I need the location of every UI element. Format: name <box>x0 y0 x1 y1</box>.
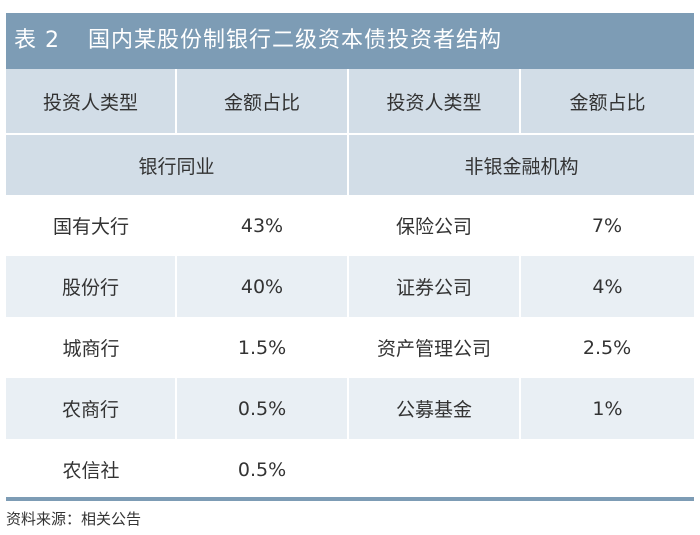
source-note: 资料来源：相关公告 <box>6 510 142 528</box>
left-pct-cell: 0.5% <box>237 458 287 481</box>
header-cell: 金额占比 <box>519 69 694 134</box>
investor-structure-table: 投资人类型 金额占比 投资人类型 金额占比 银行同业 非银金融机构 国有大行 4… <box>6 69 694 500</box>
table-title: 国内某股份制银行二级资本债投资者结构 <box>88 28 503 53</box>
table-header-row: 投资人类型 金额占比 投资人类型 金额占比 <box>6 69 694 134</box>
group-label-bank: 银行同业 <box>6 133 348 195</box>
left-pct-cell: 0.5% <box>175 378 348 439</box>
left-type-cell: 城商行 <box>62 338 120 360</box>
bottom-divider <box>6 497 694 501</box>
table-row: 农信社 0.5% <box>6 439 694 500</box>
right-pct-cell <box>520 439 694 500</box>
right-pct-cell: 4% <box>519 256 694 317</box>
group-label-nonbank: 非银金融机构 <box>347 133 694 195</box>
right-type-cell <box>348 439 520 500</box>
right-pct-cell: 2.5% <box>582 336 632 359</box>
group-header-row: 银行同业 非银金融机构 <box>6 133 694 195</box>
right-type-cell: 资产管理公司 <box>376 338 491 360</box>
right-pct-cell: 7% <box>591 214 623 237</box>
left-type-cell: 国有大行 <box>52 216 129 238</box>
header-cell: 投资人类型 <box>347 69 520 134</box>
right-type-cell: 证券公司 <box>347 256 520 317</box>
left-pct-cell: 1.5% <box>237 336 287 359</box>
left-pct-cell: 40% <box>175 256 348 317</box>
header-cell: 金额占比 <box>175 69 348 134</box>
table-title-bar: 表 2 国内某股份制银行二级资本债投资者结构 <box>6 13 694 69</box>
table-row: 城商行 1.5% 资产管理公司 2.5% <box>6 317 694 378</box>
right-pct-cell: 1% <box>519 378 694 439</box>
table-row: 农商行 0.5% 公募基金 1% <box>6 378 694 439</box>
left-type-cell: 农商行 <box>6 378 176 439</box>
table-row: 股份行 40% 证券公司 4% <box>6 256 694 317</box>
header-cell: 投资人类型 <box>6 69 176 134</box>
right-type-cell: 公募基金 <box>347 378 520 439</box>
table-number: 表 2 <box>14 28 60 53</box>
left-type-cell: 股份行 <box>6 256 176 317</box>
right-type-cell: 保险公司 <box>395 216 472 238</box>
table-row: 国有大行 43% 保险公司 7% <box>6 195 694 256</box>
left-pct-cell: 43% <box>240 214 284 237</box>
left-type-cell: 农信社 <box>62 460 120 482</box>
